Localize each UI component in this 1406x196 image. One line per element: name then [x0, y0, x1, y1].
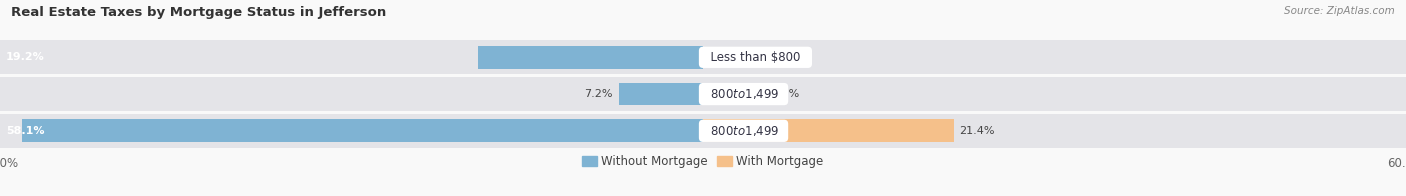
Bar — [619, 83, 703, 105]
Text: 58.1%: 58.1% — [6, 126, 45, 136]
Bar — [0, 40, 1406, 74]
Bar — [0, 114, 1406, 148]
Text: 7.2%: 7.2% — [585, 89, 613, 99]
Text: 5.3%: 5.3% — [770, 89, 799, 99]
Text: 0.0%: 0.0% — [709, 52, 737, 62]
Text: Real Estate Taxes by Mortgage Status in Jefferson: Real Estate Taxes by Mortgage Status in … — [11, 6, 387, 19]
Bar — [478, 46, 703, 69]
Text: 21.4%: 21.4% — [960, 126, 995, 136]
Text: Less than $800: Less than $800 — [703, 51, 808, 64]
Bar — [703, 119, 953, 142]
Bar — [0, 77, 1406, 111]
Legend: Without Mortgage, With Mortgage: Without Mortgage, With Mortgage — [582, 155, 824, 168]
Text: $800 to $1,499: $800 to $1,499 — [703, 87, 785, 101]
Text: $800 to $1,499: $800 to $1,499 — [703, 124, 785, 138]
Bar — [22, 119, 703, 142]
Bar — [703, 83, 765, 105]
Text: Source: ZipAtlas.com: Source: ZipAtlas.com — [1284, 6, 1395, 16]
Text: 19.2%: 19.2% — [6, 52, 45, 62]
